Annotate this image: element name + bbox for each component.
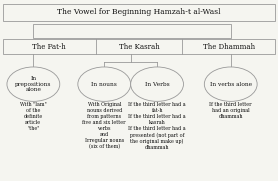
Text: With "lam"
of the
definite
article
"the": With "lam" of the definite article "the"	[20, 102, 47, 131]
Text: The Dhammah: The Dhammah	[203, 43, 255, 51]
Text: In nouns: In nouns	[91, 82, 117, 87]
FancyBboxPatch shape	[3, 39, 275, 54]
FancyBboxPatch shape	[3, 4, 275, 21]
Circle shape	[78, 67, 131, 101]
Text: In verbs alone: In verbs alone	[210, 82, 252, 87]
Text: The Kasrah: The Kasrah	[119, 43, 159, 51]
Text: The Fat-h: The Fat-h	[33, 43, 66, 51]
Text: If the third letter
had an original
dhammah: If the third letter had an original dham…	[210, 102, 252, 119]
Circle shape	[7, 67, 60, 101]
Text: If the third letter had a
fat-h
If the third letter had a
kasrah
If the third le: If the third letter had a fat-h If the t…	[128, 102, 186, 150]
Circle shape	[131, 67, 183, 101]
FancyBboxPatch shape	[33, 24, 231, 38]
Circle shape	[204, 67, 257, 101]
Text: In Verbs: In Verbs	[145, 82, 169, 87]
Text: With Original
nouns derived
from patterns
five and six letter
verbs
and
Irregula: With Original nouns derived from pattern…	[83, 102, 126, 150]
Text: The Vowel for Beginning Hamzah-t al-Wasl: The Vowel for Beginning Hamzah-t al-Wasl	[57, 8, 221, 16]
Text: In
prepositions
alone: In prepositions alone	[15, 76, 51, 92]
